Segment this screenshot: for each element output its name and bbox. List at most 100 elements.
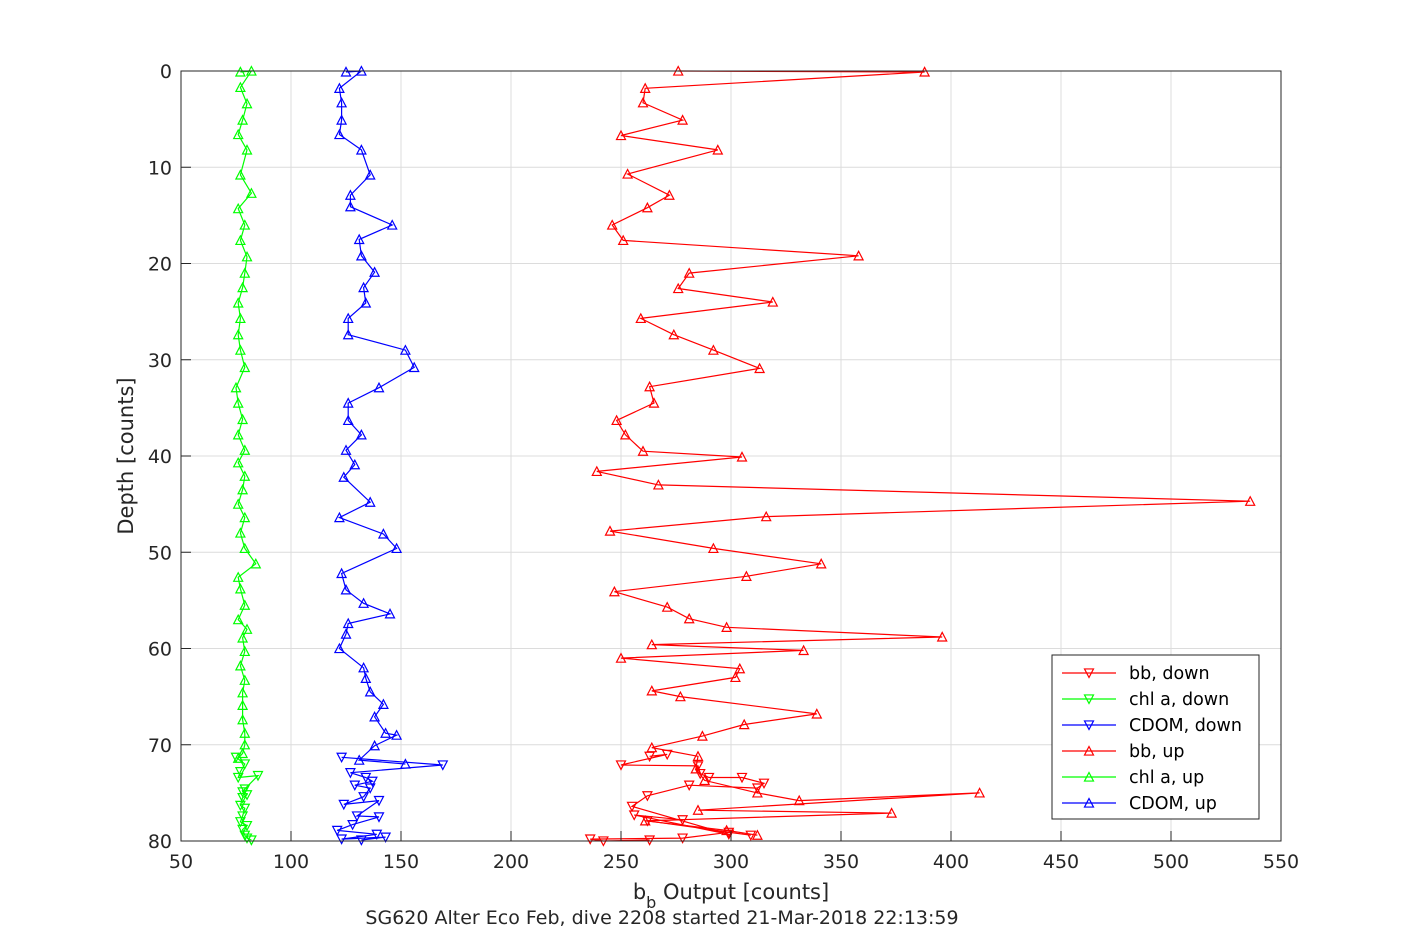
y-tick-label: 40 (148, 446, 172, 468)
data-point (628, 810, 640, 821)
data-point (364, 496, 376, 507)
legend-box (1051, 654, 1260, 820)
data-point (355, 250, 367, 261)
data-point (652, 479, 664, 490)
data-point (342, 328, 354, 340)
x-tick-label: 100 (273, 851, 309, 873)
data-point (237, 811, 249, 822)
data-point (234, 583, 246, 594)
data-point (241, 250, 253, 262)
data-point (699, 774, 711, 786)
data-point (237, 281, 249, 293)
x-tick-label: 350 (823, 851, 859, 873)
legend-label: chl a, up (1129, 768, 1204, 788)
data-point (793, 794, 805, 806)
data-point (237, 413, 249, 425)
data-point (646, 685, 658, 696)
data-point (250, 558, 262, 569)
axis-ticks: 50 100 150 200 250 300 350 400 450 500 550 0 10 20 30 4… (148, 61, 1299, 873)
data-point (355, 835, 367, 846)
data-point (336, 96, 348, 108)
data-point (239, 444, 251, 455)
data-point (736, 772, 748, 784)
data-point (615, 760, 627, 771)
data-point (331, 825, 343, 837)
x-axis-label: bb Output [counts] (633, 880, 829, 912)
data-point (237, 787, 249, 798)
data-point (974, 787, 986, 798)
data-point (811, 708, 823, 719)
y-tick-label: 10 (148, 157, 172, 179)
data-point (342, 397, 354, 408)
data-point (245, 187, 257, 198)
data-point (751, 783, 763, 794)
x-tick-label: 450 (1043, 851, 1079, 873)
data-point (364, 169, 376, 180)
data-point (369, 739, 381, 751)
data-point (358, 661, 370, 673)
y-tick-label: 80 (148, 831, 172, 853)
data-point (386, 219, 398, 230)
data-point (237, 747, 249, 759)
data-point (408, 361, 420, 373)
data-point (241, 144, 253, 155)
data-point (358, 792, 370, 803)
data-point (853, 250, 865, 261)
data-point (355, 144, 367, 155)
data-point (369, 266, 381, 277)
legend-swatch-marker (1083, 797, 1095, 808)
data-point (648, 397, 660, 408)
data-point (604, 525, 616, 536)
data-point (683, 267, 695, 278)
data-point (694, 768, 706, 780)
legend-item: CDOM, down (1062, 716, 1242, 736)
data-point (622, 168, 634, 179)
data-point (615, 129, 627, 141)
data-point (584, 834, 596, 845)
data-point (355, 429, 367, 440)
series-chl-a-down (230, 752, 264, 846)
data-point (239, 727, 251, 738)
y-tick-label: 0 (160, 61, 172, 83)
data-point (798, 644, 810, 656)
data-point (384, 608, 396, 619)
data-point (703, 772, 715, 784)
x-axis-label-main: b (633, 880, 646, 904)
legend: bb, down chl a, down CDOM, down bb, up chl a… (1051, 654, 1260, 820)
data-point (815, 558, 827, 569)
series-line-chl-a-up (235, 70, 257, 759)
data-point (644, 380, 656, 392)
data-point (239, 599, 251, 610)
data-point (661, 601, 673, 612)
legend-item: bb, down (1062, 664, 1210, 684)
series-cdom-up (333, 65, 420, 769)
series-cdom-down (331, 752, 449, 846)
data-point (606, 219, 618, 230)
data-point (707, 542, 719, 554)
data-point (380, 832, 392, 843)
data-point (239, 759, 251, 770)
data-point (646, 741, 658, 753)
legend-item: chl a, up (1062, 768, 1204, 788)
data-point (635, 312, 647, 324)
data-point (360, 672, 372, 683)
data-point (234, 169, 246, 180)
legend-swatch-marker (1083, 694, 1095, 705)
data-point (373, 795, 385, 807)
data-point (342, 414, 354, 426)
data-point (738, 718, 750, 730)
data-point (351, 811, 363, 822)
data-point (639, 814, 651, 826)
data-point (232, 202, 244, 214)
data-point (369, 711, 381, 722)
data-point (683, 780, 695, 791)
data-point (736, 451, 748, 462)
data-point (232, 328, 244, 340)
data-point (364, 783, 376, 794)
data-point (333, 82, 345, 93)
series-layer (230, 65, 1256, 847)
data-point (611, 414, 623, 426)
data-point (371, 829, 383, 841)
legend-swatch-marker (1083, 720, 1095, 731)
data-point (353, 233, 365, 245)
